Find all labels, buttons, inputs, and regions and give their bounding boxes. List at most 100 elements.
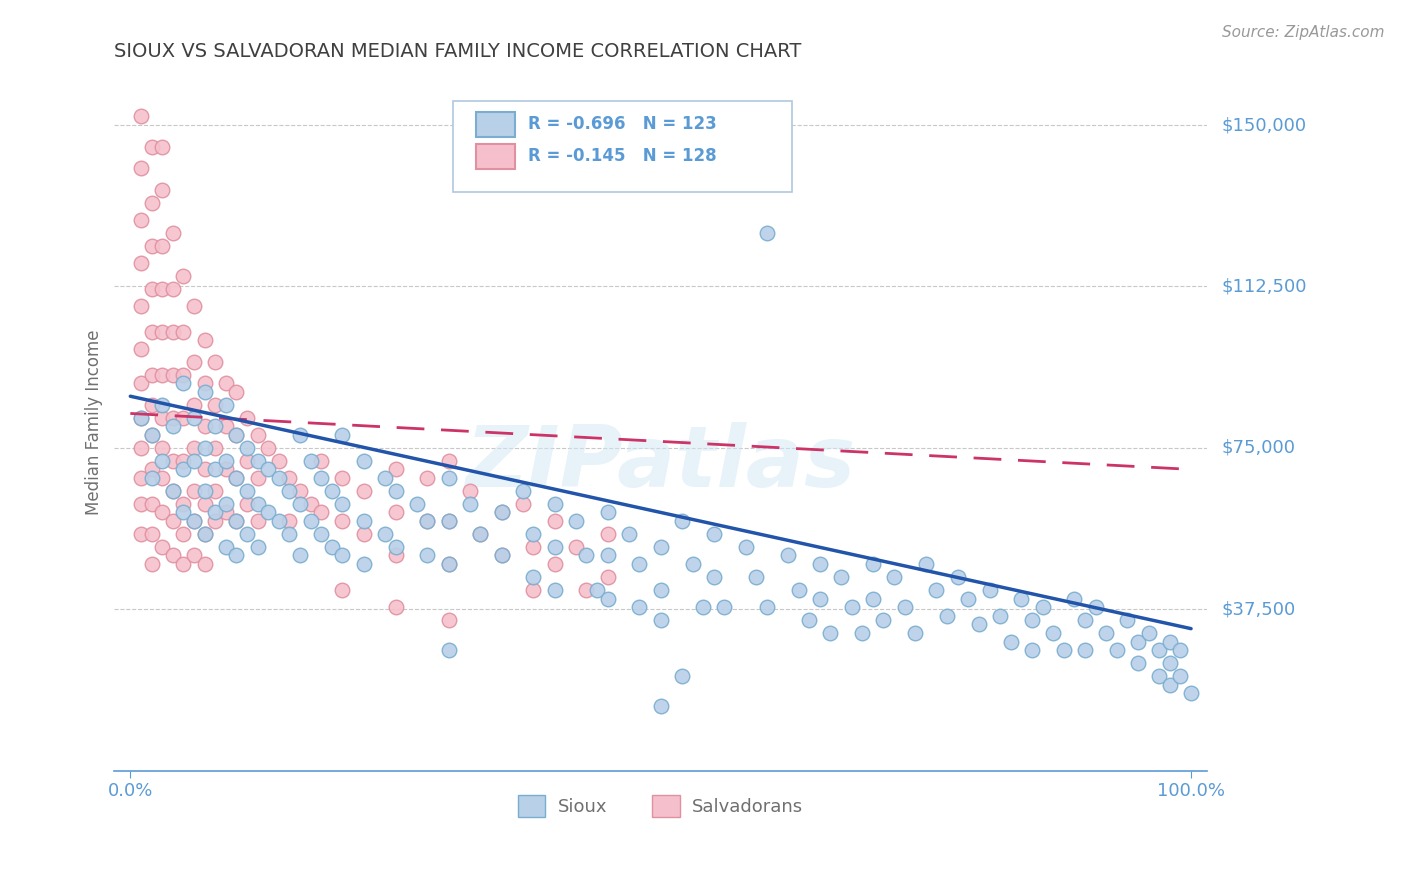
Point: [204, 462, 226, 476]
Point: [437, 454, 460, 468]
Point: [321, 540, 343, 554]
Point: [172, 557, 194, 571]
Point: [150, 505, 173, 519]
Point: [172, 376, 194, 391]
Point: [321, 483, 343, 498]
Point: [141, 238, 163, 252]
Point: [162, 483, 184, 498]
Point: [384, 483, 406, 498]
Point: [893, 600, 915, 615]
Point: [288, 549, 311, 563]
Point: [225, 514, 247, 528]
Point: [416, 471, 439, 485]
Point: [841, 600, 863, 615]
Point: [183, 299, 205, 313]
Point: [141, 139, 163, 153]
Point: [225, 514, 247, 528]
Point: [162, 282, 184, 296]
Point: [129, 376, 152, 391]
Text: $112,500: $112,500: [1222, 277, 1306, 295]
Point: [194, 384, 217, 399]
Point: [1021, 613, 1043, 627]
Point: [225, 549, 247, 563]
Point: [162, 483, 184, 498]
FancyBboxPatch shape: [477, 144, 516, 169]
Point: [522, 582, 544, 597]
Point: [628, 557, 651, 571]
Point: [150, 325, 173, 339]
Point: [1010, 591, 1032, 606]
Point: [1159, 634, 1181, 648]
Point: [150, 183, 173, 197]
Point: [703, 527, 725, 541]
Point: [820, 626, 842, 640]
Point: [129, 212, 152, 227]
Point: [596, 505, 619, 519]
Point: [236, 527, 259, 541]
Point: [904, 626, 927, 640]
Point: [267, 514, 290, 528]
Point: [1170, 643, 1192, 657]
Point: [172, 462, 194, 476]
Text: R = -0.696   N = 123: R = -0.696 N = 123: [529, 115, 717, 133]
Point: [586, 582, 609, 597]
Point: [194, 333, 217, 347]
Point: [1032, 600, 1054, 615]
Point: [1180, 686, 1202, 700]
Point: [141, 428, 163, 442]
Point: [150, 540, 173, 554]
Point: [215, 376, 238, 391]
Point: [437, 471, 460, 485]
Point: [332, 497, 354, 511]
Point: [150, 410, 173, 425]
Point: [650, 613, 672, 627]
Point: [799, 613, 821, 627]
Point: [384, 540, 406, 554]
Point: [384, 462, 406, 476]
Point: [862, 557, 884, 571]
Point: [172, 505, 194, 519]
Point: [1074, 613, 1097, 627]
Point: [141, 557, 163, 571]
Point: [278, 514, 301, 528]
Point: [172, 368, 194, 382]
Point: [1137, 626, 1160, 640]
Point: [246, 540, 269, 554]
Point: [617, 527, 640, 541]
Point: [150, 398, 173, 412]
Point: [162, 325, 184, 339]
Point: [246, 497, 269, 511]
Point: [596, 549, 619, 563]
Point: [437, 557, 460, 571]
Point: [215, 454, 238, 468]
Point: [129, 342, 152, 356]
Point: [745, 570, 768, 584]
Point: [236, 483, 259, 498]
Point: [129, 410, 152, 425]
Point: [650, 699, 672, 714]
Point: [129, 110, 152, 124]
Point: [437, 514, 460, 528]
Point: [183, 355, 205, 369]
Point: [172, 527, 194, 541]
Point: [141, 368, 163, 382]
Point: [215, 419, 238, 434]
Point: [194, 419, 217, 434]
Point: [755, 600, 778, 615]
Point: [1095, 626, 1118, 640]
Point: [862, 591, 884, 606]
Point: [236, 454, 259, 468]
Point: [162, 419, 184, 434]
Point: [150, 454, 173, 468]
Point: [150, 368, 173, 382]
Point: [129, 410, 152, 425]
Point: [215, 398, 238, 412]
Point: [129, 299, 152, 313]
Point: [141, 462, 163, 476]
Point: [299, 514, 322, 528]
Point: [682, 557, 704, 571]
Point: [162, 514, 184, 528]
Point: [141, 282, 163, 296]
Point: [1159, 656, 1181, 670]
Point: [129, 497, 152, 511]
